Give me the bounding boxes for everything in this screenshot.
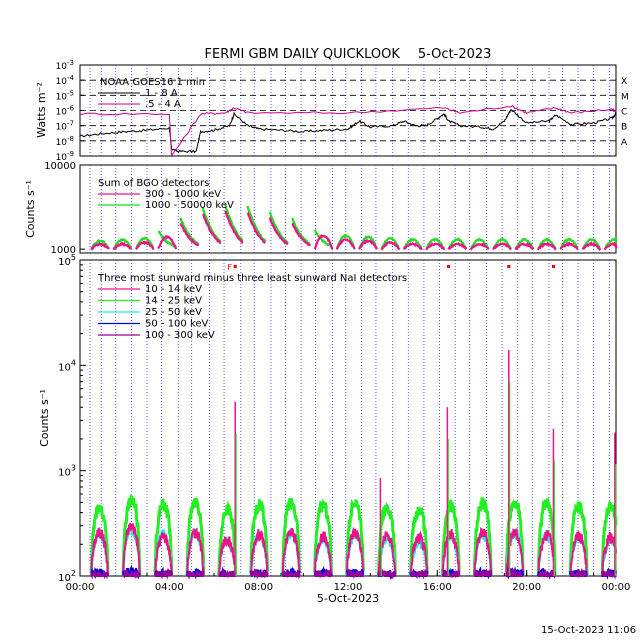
nai-series-4	[90, 567, 617, 580]
bgo-ytick-label: 10000	[44, 161, 76, 172]
nai-legend-item: 25 - 50 keV	[145, 307, 202, 318]
nai-flare-marker	[507, 265, 511, 268]
nai-flare-marker-label: F	[227, 263, 232, 272]
nai-ylabel: Counts s⁻¹	[38, 389, 51, 447]
nai-series-0	[90, 522, 617, 577]
goes-class-label: X	[621, 77, 627, 87]
nai-ytick-label: 102	[58, 569, 76, 584]
goes-ylabel: Watts m⁻²	[35, 82, 48, 138]
goes-ytick-label: 10-8	[56, 135, 74, 148]
x-axis-label: 5-Oct-2023	[317, 592, 379, 605]
goes-ytick-label: 10-6	[56, 105, 75, 118]
goes-series-short	[79, 104, 617, 158]
goes-ytick-label: 10-7	[56, 120, 74, 133]
goes-ytick-label: 10-9	[56, 150, 74, 163]
nai-ytick-label: 103	[58, 464, 76, 479]
bgo-ylabel: Counts s⁻¹	[24, 180, 37, 238]
x-tick-label: 16:00	[423, 582, 452, 593]
x-tick-label: 04:00	[155, 582, 184, 593]
x-tick-label: 00:00	[602, 582, 631, 593]
goes-class-label: A	[621, 138, 628, 148]
x-tick-label: 20:00	[512, 582, 541, 593]
nai-legend-item: 50 - 100 keV	[145, 319, 209, 330]
goes-series-long	[79, 108, 617, 154]
nai-ytick-label: 104	[58, 358, 76, 373]
goes-class-label: C	[621, 108, 627, 118]
goes-panel: Watts m⁻² 10-3 10-4 10-5 10-6 10-7 10-8 10-9 XM…	[35, 59, 629, 163]
bgo-panel: Counts s⁻¹ 10000 1000 Sum of BGO detectors…	[24, 161, 618, 256]
x-tick-label: 08:00	[244, 582, 273, 593]
goes-class-label: B	[621, 123, 627, 133]
goes-legend-heading: NOAA GOES16 1 min	[100, 77, 205, 88]
nai-flare-marker	[447, 265, 450, 268]
goes-legend-item: 1 - 8 A	[145, 88, 178, 99]
nai-series-1	[89, 494, 618, 577]
nai-legend-item: 100 - 300 keV	[145, 330, 215, 341]
x-tick-label: 00:00	[66, 582, 95, 593]
bgo-ytick-label: 1000	[51, 245, 76, 256]
nai-legend-heading: Three most sunward minus three least sun…	[97, 273, 407, 284]
footer-timestamp: 15-Oct-2023 11:06	[541, 625, 636, 636]
nai-legend-item: 14 - 25 keV	[145, 296, 202, 307]
nai-flare-marker	[551, 265, 555, 268]
goes-ytick-label: 10-4	[56, 74, 75, 87]
nai-legend-item: 10 - 14 keV	[145, 284, 202, 295]
nai-ytick-label: 105	[58, 253, 76, 268]
goes-ytick-label: 10-5	[56, 89, 74, 102]
goes-legend-item: .5 - 4 A	[145, 99, 181, 110]
goes-ytick-label: 10-3	[56, 59, 74, 72]
goes-class-label: M	[621, 92, 629, 102]
nai-flare-marker	[233, 265, 237, 268]
bgo-panel-frame	[79, 164, 617, 254]
bgo-legend-item: 1000 - 50000 keV	[145, 200, 234, 211]
bgo-series-1	[90, 204, 618, 251]
bgo-series-0	[90, 210, 618, 251]
bgo-legend-item: 300 - 1000 keV	[145, 189, 221, 200]
bgo-legend-heading: Sum of BGO detectors	[98, 178, 209, 189]
x-tick-label: 12:00	[334, 582, 363, 593]
figure-title: FERMI GBM DAILY QUICKLOOK 5-Oct-2023	[205, 47, 492, 62]
